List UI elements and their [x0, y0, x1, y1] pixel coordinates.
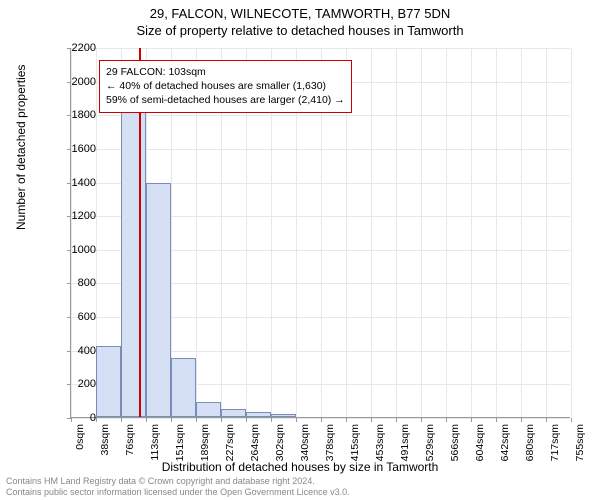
- xtick-mark: [496, 418, 497, 422]
- xtick-label: 340sqm: [299, 424, 311, 461]
- xtick-label: 189sqm: [199, 424, 211, 461]
- xtick-label: 227sqm: [224, 424, 236, 461]
- xtick-label: 642sqm: [499, 424, 511, 461]
- ytick-label: 1800: [72, 109, 96, 121]
- histogram-bar: [121, 67, 146, 417]
- ytick-label: 2000: [72, 76, 96, 88]
- xtick-mark: [271, 418, 272, 422]
- gridline-v: [546, 48, 547, 417]
- xtick-mark: [571, 418, 572, 422]
- xtick-mark: [146, 418, 147, 422]
- gridline-v: [396, 48, 397, 417]
- xtick-mark: [246, 418, 247, 422]
- xtick-label: 0sqm: [74, 424, 86, 450]
- ytick-label: 400: [78, 345, 96, 357]
- annotation-line: 59% of semi-detached houses are larger (…: [106, 93, 345, 107]
- x-axis-label: Distribution of detached houses by size …: [0, 460, 600, 474]
- ytick-label: 200: [78, 378, 96, 390]
- ytick-label: 2200: [72, 42, 96, 54]
- annotation-line: 29 FALCON: 103sqm: [106, 65, 345, 79]
- xtick-label: 680sqm: [524, 424, 536, 461]
- xtick-mark: [221, 418, 222, 422]
- gridline-v: [471, 48, 472, 417]
- xtick-label: 717sqm: [549, 424, 561, 461]
- xtick-label: 491sqm: [399, 424, 411, 461]
- xtick-mark: [96, 418, 97, 422]
- xtick-mark: [346, 418, 347, 422]
- ytick-label: 600: [78, 311, 96, 323]
- histogram-bar: [171, 358, 196, 417]
- xtick-mark: [371, 418, 372, 422]
- xtick-mark: [196, 418, 197, 422]
- annotation-line: ← 40% of detached houses are smaller (1,…: [106, 79, 345, 93]
- xtick-mark: [321, 418, 322, 422]
- ytick-label: 1600: [72, 143, 96, 155]
- ytick-label: 1200: [72, 210, 96, 222]
- annotation-box: 29 FALCON: 103sqm← 40% of detached house…: [99, 60, 352, 113]
- xtick-label: 302sqm: [274, 424, 286, 461]
- ytick-label: 800: [78, 277, 96, 289]
- footer: Contains HM Land Registry data © Crown c…: [6, 476, 350, 498]
- ytick-label: 1400: [72, 177, 96, 189]
- histogram-bar: [221, 409, 246, 417]
- gridline-v: [496, 48, 497, 417]
- chart: 29 FALCON: 103sqm← 40% of detached house…: [70, 48, 570, 418]
- xtick-label: 264sqm: [249, 424, 261, 461]
- gridline-v: [446, 48, 447, 417]
- footer-line-1: Contains HM Land Registry data © Crown c…: [6, 476, 350, 487]
- xtick-label: 415sqm: [349, 424, 361, 461]
- gridline-v: [421, 48, 422, 417]
- gridline-v: [571, 48, 572, 417]
- xtick-mark: [396, 418, 397, 422]
- xtick-mark: [421, 418, 422, 422]
- page-title: 29, FALCON, WILNECOTE, TAMWORTH, B77 5DN: [0, 0, 600, 21]
- ytick-label: 1000: [72, 244, 96, 256]
- xtick-label: 151sqm: [174, 424, 186, 461]
- histogram-bar: [196, 402, 221, 417]
- xtick-mark: [71, 418, 72, 422]
- gridline-v: [71, 48, 72, 417]
- xtick-mark: [471, 418, 472, 422]
- y-axis-label: Number of detached properties: [14, 65, 28, 230]
- xtick-mark: [296, 418, 297, 422]
- page-subtitle: Size of property relative to detached ho…: [0, 21, 600, 38]
- xtick-mark: [546, 418, 547, 422]
- plot-area: 29 FALCON: 103sqm← 40% of detached house…: [70, 48, 570, 418]
- xtick-label: 378sqm: [324, 424, 336, 461]
- gridline-v: [521, 48, 522, 417]
- xtick-mark: [121, 418, 122, 422]
- xtick-label: 453sqm: [374, 424, 386, 461]
- xtick-mark: [521, 418, 522, 422]
- xtick-label: 76sqm: [124, 424, 136, 456]
- xtick-label: 38sqm: [99, 424, 111, 456]
- gridline-v: [371, 48, 372, 417]
- histogram-bar: [246, 412, 271, 417]
- xtick-label: 566sqm: [449, 424, 461, 461]
- histogram-bar: [96, 346, 121, 417]
- histogram-bar: [271, 414, 296, 417]
- histogram-bar: [146, 183, 171, 417]
- xtick-label: 604sqm: [474, 424, 486, 461]
- xtick-mark: [171, 418, 172, 422]
- xtick-label: 755sqm: [574, 424, 586, 461]
- footer-line-2: Contains public sector information licen…: [6, 487, 350, 498]
- xtick-label: 529sqm: [424, 424, 436, 461]
- ytick-label: 0: [90, 412, 96, 424]
- xtick-mark: [446, 418, 447, 422]
- xtick-label: 113sqm: [149, 424, 161, 461]
